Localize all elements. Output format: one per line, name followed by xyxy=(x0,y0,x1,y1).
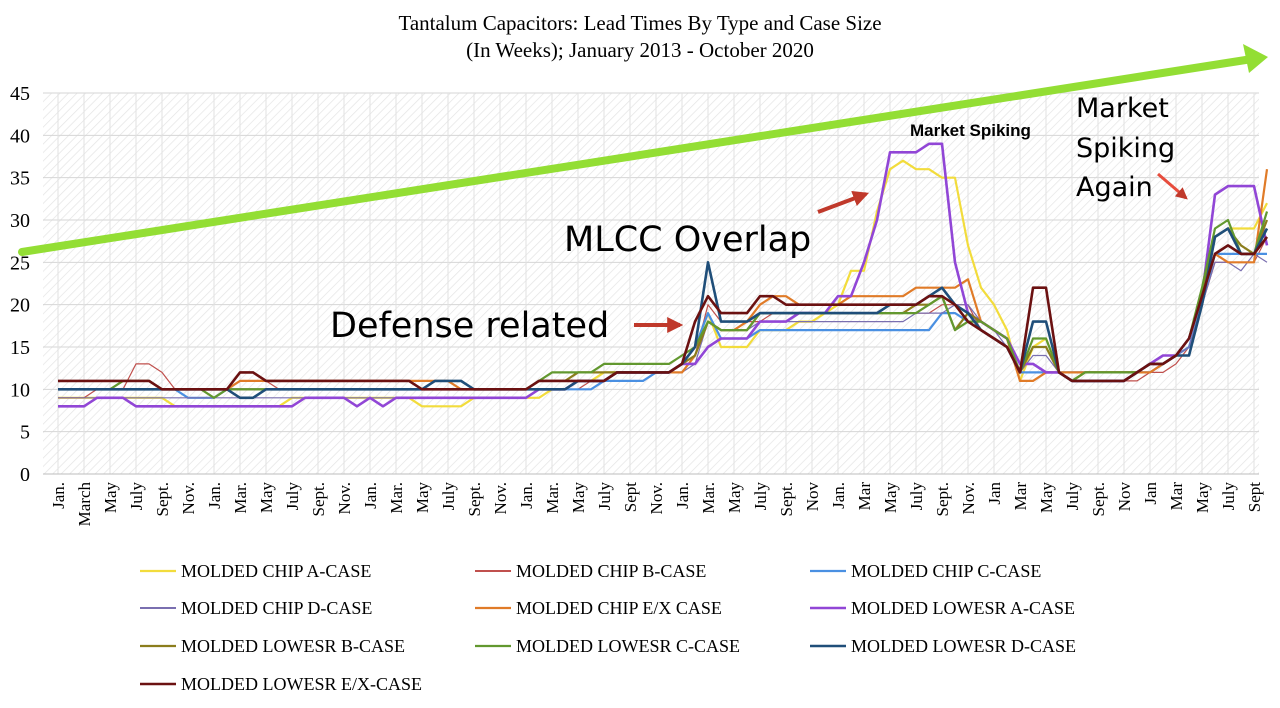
x-tick-label: Sept. xyxy=(933,482,952,516)
x-tick-label: Jan. xyxy=(829,482,848,509)
x-tick-label: Sept. xyxy=(1089,482,1108,516)
legend-label-molded-lowesr-d-case: MOLDED LOWESR D-CASE xyxy=(851,636,1076,656)
x-tick-label: May xyxy=(257,482,276,514)
x-tick-label: Mar. xyxy=(231,482,250,514)
trend-arrow-shaft xyxy=(18,55,1256,256)
x-tick-label: Nov. xyxy=(647,482,666,514)
legend-label-molded-chip-b-case: MOLDED CHIP B-CASE xyxy=(516,561,706,581)
x-tick-label: Nov. xyxy=(959,482,978,514)
annotation-market-spiking-again-line3: Again xyxy=(1076,172,1153,203)
y-tick-label: 20 xyxy=(10,295,30,317)
annotation-market-spiking: Market Spiking xyxy=(910,121,1031,140)
x-tick-label: Jan xyxy=(985,482,1004,505)
x-tick-label: July xyxy=(907,482,926,511)
x-tick-label: Sept. xyxy=(309,482,328,516)
x-tick-label: Nov. xyxy=(491,482,510,514)
x-tick-label: Jan. xyxy=(517,482,536,509)
legend-label-molded-lowesr-b-case: MOLDED LOWESR B-CASE xyxy=(181,636,405,656)
x-tick-label: May xyxy=(1037,482,1056,514)
x-tick-label: Sept. xyxy=(777,482,796,516)
annotation-defense-related: Defense related xyxy=(330,306,609,346)
x-tick-label: Mar. xyxy=(699,482,718,514)
x-tick-label: Mar. xyxy=(543,482,562,514)
trend-arrow-head xyxy=(1243,44,1268,73)
legend-label-molded-lowesr-c-case: MOLDED LOWESR C-CASE xyxy=(516,636,740,656)
y-tick-label: 10 xyxy=(10,379,30,401)
x-tick-label: Jan. xyxy=(205,482,224,509)
x-tick-label: Sept. xyxy=(465,482,484,516)
annotation-mlcc-overlap: MLCC Overlap xyxy=(564,220,811,260)
x-tick-label: Sept xyxy=(1245,482,1264,513)
x-tick-label: Mar xyxy=(1011,482,1030,511)
annotation-arrow-market-spiking-again xyxy=(1157,172,1188,200)
x-tick-label: July xyxy=(595,482,614,511)
y-tick-label: 40 xyxy=(10,125,30,147)
legend: MOLDED CHIP A-CASE MOLDED CHIP B-CASE MOLD… xyxy=(140,561,1076,694)
chart-subtitle: (In Weeks); January 2013 - October 2020 xyxy=(466,38,814,62)
chart-title: Tantalum Capacitors: Lead Times By Type … xyxy=(398,11,881,35)
y-tick-label: 15 xyxy=(10,337,30,359)
series-lines xyxy=(58,142,1269,408)
y-tick-label: 45 xyxy=(10,83,30,105)
x-tick-label: July xyxy=(1219,482,1238,511)
x-tick-label: May xyxy=(569,482,588,514)
x-tick-label: Sept xyxy=(621,482,640,513)
x-tick-label: Jan. xyxy=(673,482,692,509)
x-tick-label: Mar xyxy=(855,482,874,511)
x-tick-label: July xyxy=(439,482,458,511)
x-tick-label: Mar xyxy=(1167,482,1186,511)
x-tick-label: July xyxy=(283,482,302,511)
legend-label-molded-chip-d-case: MOLDED CHIP D-CASE xyxy=(181,598,372,618)
x-tick-label: Jan. xyxy=(361,482,380,509)
annotation-arrow-market-spiking xyxy=(817,191,869,214)
x-tick-label: Nov xyxy=(1115,482,1134,512)
x-tick-label: July xyxy=(127,482,146,511)
annotation-market-spiking-again-line1: Market xyxy=(1076,93,1169,124)
x-tick-label: July xyxy=(1063,482,1082,511)
x-tick-label: Mar. xyxy=(387,482,406,514)
x-tick-label: July xyxy=(751,482,770,511)
y-tick-label: 25 xyxy=(10,252,30,274)
legend-label-molded-lowesr-a-case: MOLDED LOWESR A-CASE xyxy=(851,598,1075,618)
legend-label-molded-lowesr-e-x-case: MOLDED LOWESR E/X-CASE xyxy=(181,674,422,694)
y-tick-label: 30 xyxy=(10,210,30,232)
x-tick-label: Nov. xyxy=(179,482,198,514)
x-tick-label: May xyxy=(881,482,900,514)
x-tick-label: May xyxy=(101,482,120,514)
y-axis: 0 5 10 15 20 25 30 35 40 45 xyxy=(10,83,30,486)
x-tick-label: Nov. xyxy=(335,482,354,514)
x-axis: Jan. March May July Sept. Nov. Jan. Mar. May July… xyxy=(49,482,1264,527)
legend-label-molded-chip-e-x-case: MOLDED CHIP E/X CASE xyxy=(516,598,722,618)
x-tick-label: May xyxy=(413,482,432,514)
x-tick-label: May xyxy=(1193,482,1212,514)
x-tick-label: March xyxy=(75,482,94,527)
annotation-market-spiking-again-line2: Spiking xyxy=(1076,133,1175,164)
x-tick-label: Jan xyxy=(1141,482,1160,505)
legend-label-molded-chip-c-case: MOLDED CHIP C-CASE xyxy=(851,561,1041,581)
series-line-molded-lowesr-e-x-case xyxy=(58,236,1269,391)
y-tick-label: 0 xyxy=(20,464,30,486)
x-tick-label: Nov xyxy=(803,482,822,512)
y-tick-label: 35 xyxy=(10,168,30,190)
x-tick-label: Sept. xyxy=(153,482,172,516)
legend-label-molded-chip-a-case: MOLDED CHIP A-CASE xyxy=(181,561,371,581)
y-tick-label: 5 xyxy=(20,422,30,444)
x-tick-label: May xyxy=(725,482,744,514)
x-tick-label: Jan. xyxy=(49,482,68,509)
